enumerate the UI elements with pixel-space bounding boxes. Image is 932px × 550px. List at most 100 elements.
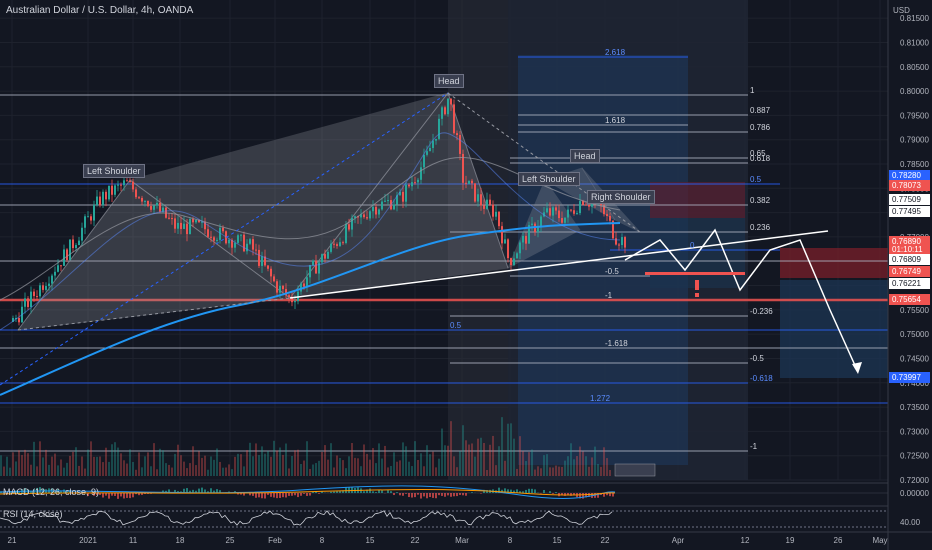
price-label: 0.77495 xyxy=(892,207,921,216)
candle-body xyxy=(411,182,413,187)
candle-body xyxy=(447,98,449,115)
volume-bar xyxy=(162,450,164,476)
volume-bar xyxy=(357,458,359,476)
fib-label: 2.618 xyxy=(605,48,626,57)
volume-bar xyxy=(183,461,185,476)
candle-body xyxy=(195,220,197,223)
candle-body xyxy=(237,235,239,243)
volume-bar xyxy=(591,457,593,476)
price-label-bg xyxy=(889,254,930,265)
macd-hist xyxy=(108,493,110,499)
candle-body xyxy=(288,295,290,298)
volume-bar xyxy=(453,456,455,476)
volume-bar xyxy=(345,468,347,476)
volume-bar xyxy=(12,452,14,476)
candle-body xyxy=(294,301,296,303)
price-label: 0.78073 xyxy=(892,181,921,190)
macd-hist xyxy=(39,487,41,493)
volume-bar xyxy=(297,449,299,476)
volume-bar xyxy=(582,451,584,476)
volume-bar xyxy=(228,464,230,476)
candle-body xyxy=(426,151,428,155)
volume-bar xyxy=(285,443,287,476)
macd-hist xyxy=(36,487,38,493)
macd-hist xyxy=(240,493,242,495)
fib-label: 0.5 xyxy=(750,175,762,184)
volume-bar xyxy=(528,452,530,476)
candle-body xyxy=(12,318,14,322)
tag-left-shoulder-2: Left Shoulder xyxy=(518,172,580,186)
candle-body xyxy=(129,181,131,183)
trend-line xyxy=(289,230,829,299)
fib-label: -0.236 xyxy=(750,307,773,316)
macd-label: MACD (12, 26, close, 9) xyxy=(3,487,100,497)
macd-hist xyxy=(102,493,104,498)
marker xyxy=(695,293,699,297)
volume-bar xyxy=(75,447,77,476)
volume-bar xyxy=(537,466,539,476)
macd-hist xyxy=(309,493,311,496)
volume-bar xyxy=(423,466,425,476)
candle-body xyxy=(309,265,311,278)
candle-body xyxy=(621,237,623,246)
candle-body xyxy=(462,153,464,183)
fib-label: 0.65 xyxy=(750,149,766,158)
ma-line xyxy=(0,222,621,396)
macd-hist xyxy=(60,490,62,493)
volume-bar xyxy=(147,452,149,476)
volume-bar xyxy=(27,453,29,476)
volume-bar xyxy=(474,456,476,476)
macd-hist xyxy=(300,493,302,496)
volume-bar xyxy=(339,457,341,476)
x-tick-label: 19 xyxy=(786,536,795,545)
volume-bar xyxy=(552,467,554,476)
volume-bar xyxy=(489,444,491,476)
volume-bar xyxy=(63,467,65,476)
fib-label: 0.618 xyxy=(750,154,771,163)
macd-hist xyxy=(138,493,140,496)
candle-body xyxy=(147,200,149,207)
trend-lines xyxy=(0,92,862,477)
candle-body xyxy=(168,217,170,219)
volume-bar xyxy=(546,454,548,476)
volume-bar xyxy=(468,444,470,476)
macd-hist xyxy=(444,493,446,497)
volume-bar xyxy=(375,463,377,476)
indicator-panes: 0.00000 40.00 xyxy=(0,482,929,532)
candle-body xyxy=(282,285,284,290)
candle-body xyxy=(564,217,566,223)
volume-bar xyxy=(393,452,395,476)
macd-hist xyxy=(351,487,353,493)
macd-hist xyxy=(399,493,401,496)
moving-averages xyxy=(0,132,621,396)
macd-hist xyxy=(405,493,407,494)
volume-bar xyxy=(210,456,212,476)
candle-body xyxy=(54,271,56,276)
candle-body xyxy=(480,194,482,206)
time-axis: 21 2021 11 18 25 Feb 8 15 22 Mar 8 15 22 Apr 12 19 26 May xyxy=(0,531,932,545)
candle-body xyxy=(495,211,497,217)
volume-bar xyxy=(30,464,32,476)
macd-hist xyxy=(267,493,269,495)
volume-bar xyxy=(156,469,158,476)
price-label-bg xyxy=(889,294,930,305)
macd-hist xyxy=(441,493,443,496)
macd-hist xyxy=(30,490,32,493)
macd-hist xyxy=(186,488,188,493)
volume-bar xyxy=(396,461,398,476)
volume-bar xyxy=(123,460,125,476)
volume-bar xyxy=(243,466,245,476)
fib-label: 0.887 xyxy=(750,106,771,115)
candle-body xyxy=(201,221,203,223)
macd-hist xyxy=(210,488,212,493)
volume-bar xyxy=(153,443,155,476)
candle-body xyxy=(531,223,533,226)
macd-hist xyxy=(255,493,257,498)
volume-bar xyxy=(81,456,83,476)
macd-hist xyxy=(609,493,611,497)
volume-bar xyxy=(471,443,473,476)
volume-bar xyxy=(135,469,137,476)
candle-body xyxy=(327,251,329,259)
candle-body xyxy=(102,191,104,206)
macd-hist xyxy=(270,493,272,497)
